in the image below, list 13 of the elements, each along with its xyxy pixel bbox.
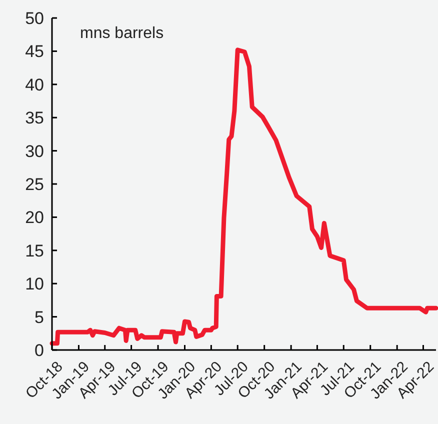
y-tick-label: 40 [25, 75, 44, 94]
y-tick-label: 0 [34, 340, 44, 360]
y-tick-label: 5 [34, 308, 44, 327]
y-tick-label: 15 [25, 241, 44, 260]
y-tick-label: 35 [25, 108, 44, 128]
y-tick-label: 30 [25, 142, 44, 161]
y-tick-label: 10 [25, 274, 44, 294]
y-tick-label: 20 [25, 208, 44, 228]
y-tick-label: 45 [25, 42, 44, 62]
line-series [50, 48, 438, 346]
y-tick-label: 25 [25, 174, 44, 194]
y-tick-label: 50 [25, 8, 44, 28]
y-axis-title: mns barrels [80, 25, 164, 42]
